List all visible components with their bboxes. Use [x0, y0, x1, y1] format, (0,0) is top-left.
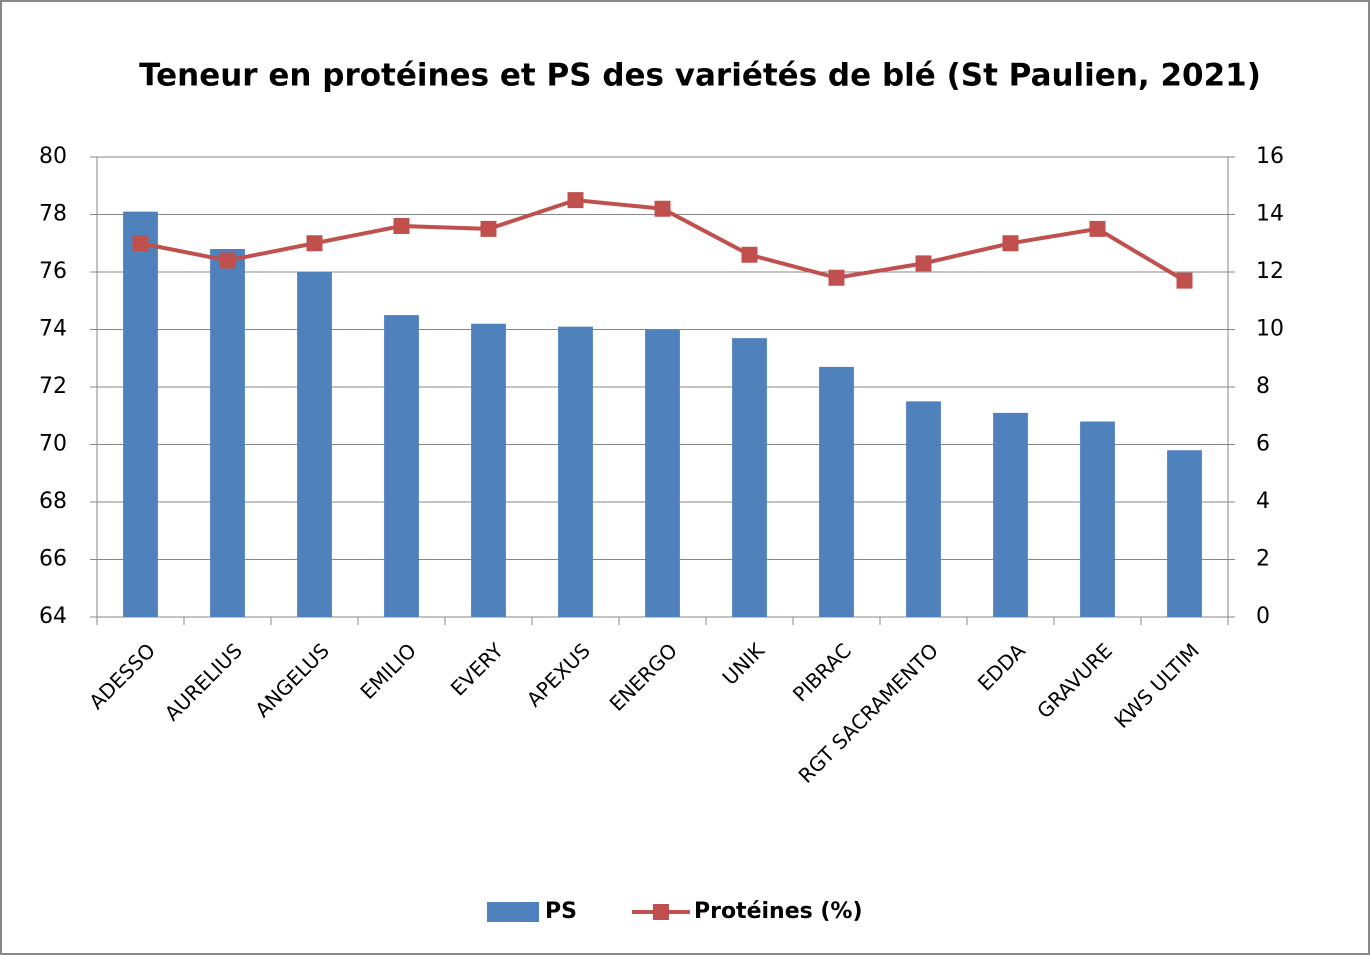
bar — [1080, 421, 1115, 617]
y-tick-label: 66 — [39, 547, 67, 572]
line-marker — [741, 246, 758, 263]
line-marker — [1176, 272, 1193, 289]
legend-label: PS — [545, 899, 577, 924]
y-tick-label: 68 — [39, 489, 67, 514]
line-marker — [828, 269, 845, 286]
legend-swatch — [487, 902, 539, 922]
bar — [123, 211, 158, 617]
y2-tick-label: 12 — [1256, 259, 1284, 284]
line-marker — [915, 255, 932, 272]
bar — [645, 329, 680, 617]
bar — [906, 401, 941, 617]
legend-marker — [652, 904, 669, 920]
line-marker — [480, 220, 497, 237]
line-marker — [567, 192, 584, 209]
y2-tick-label: 16 — [1256, 144, 1284, 169]
line-marker — [132, 235, 149, 252]
y2-tick-label: 8 — [1256, 374, 1270, 399]
y-tick-label: 70 — [39, 432, 67, 457]
bar — [732, 338, 767, 617]
chart-title: Teneur en protéines et PS des variétés d… — [139, 58, 1261, 94]
y-tick-label: 78 — [39, 202, 67, 227]
y-tick-label: 74 — [39, 317, 67, 342]
y-tick-label: 80 — [39, 144, 67, 169]
bar — [297, 272, 332, 617]
y-tick-label: 76 — [39, 259, 67, 284]
y-tick-label: 72 — [39, 374, 67, 399]
bar — [993, 412, 1028, 617]
line-marker — [1002, 235, 1019, 252]
bar — [471, 323, 506, 617]
y-tick-label: 64 — [39, 604, 67, 629]
legend-label: Protéines (%) — [694, 899, 863, 924]
y2-tick-label: 0 — [1256, 604, 1270, 629]
y2-tick-label: 4 — [1256, 489, 1270, 514]
line-marker — [219, 252, 236, 269]
line-marker — [1089, 220, 1106, 237]
bar — [1167, 450, 1202, 617]
y2-tick-label: 2 — [1256, 547, 1270, 572]
line-marker — [654, 200, 671, 217]
bar — [819, 366, 854, 617]
y2-tick-label: 10 — [1256, 317, 1284, 342]
line-marker — [393, 218, 410, 234]
y2-tick-label: 6 — [1256, 432, 1270, 457]
line-marker — [306, 235, 323, 252]
bar — [210, 249, 245, 617]
y2-tick-label: 14 — [1256, 202, 1284, 227]
bar — [558, 326, 593, 617]
bar — [384, 315, 419, 617]
